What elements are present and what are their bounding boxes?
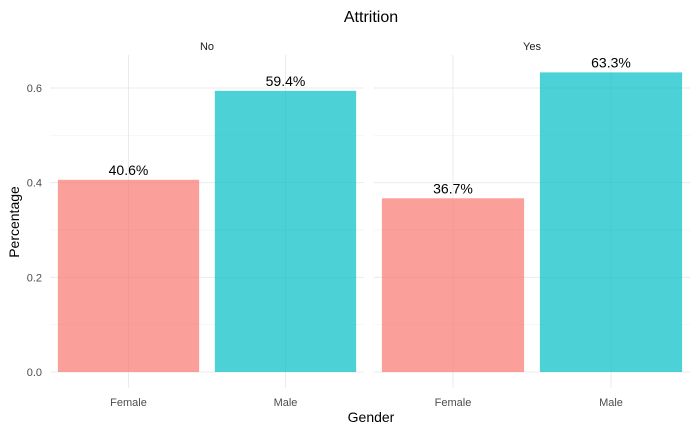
x-tick-label-male: Male bbox=[274, 397, 298, 409]
bar-no-female bbox=[57, 179, 200, 372]
facet-label-no: No bbox=[200, 41, 214, 53]
x-axis-title: Gender bbox=[348, 409, 395, 425]
y-tick-label: 0.6 bbox=[27, 83, 42, 95]
bars-layer bbox=[57, 72, 683, 372]
x-tick-label-female: Female bbox=[435, 397, 472, 409]
y-axis-title: Percentage bbox=[6, 186, 22, 258]
x-tick-label-male: Male bbox=[599, 397, 623, 409]
x-tick-label-female: Female bbox=[110, 397, 147, 409]
y-tick-label: 0.0 bbox=[27, 367, 42, 379]
bar-no-male bbox=[214, 90, 357, 372]
data-labels-layer: 40.6% 59.4% 36.7% 63.3% bbox=[109, 54, 631, 196]
data-label-no-male: 59.4% bbox=[266, 73, 306, 89]
data-label-yes-female: 36.7% bbox=[433, 180, 473, 196]
axes-layer: No Female Male Yes Female Male 0.0 0.2 0.4 0.6 bbox=[27, 41, 623, 409]
bar-yes-male bbox=[539, 72, 683, 372]
y-tick-label: 0.4 bbox=[27, 178, 42, 190]
y-tick-label: 0.2 bbox=[27, 272, 42, 284]
chart-title: Attrition bbox=[344, 9, 398, 26]
facet-label-yes: Yes bbox=[523, 41, 541, 53]
data-label-yes-male: 63.3% bbox=[591, 54, 631, 70]
data-label-no-female: 40.6% bbox=[109, 162, 149, 178]
bar-yes-female bbox=[381, 198, 525, 372]
